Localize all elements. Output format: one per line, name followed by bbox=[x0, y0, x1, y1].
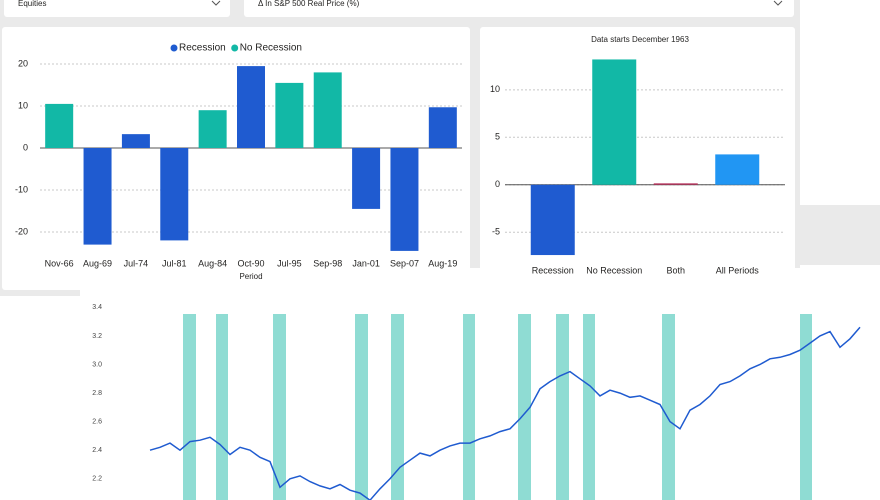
background bbox=[800, 205, 880, 265]
y-tick-label: 2.4 bbox=[92, 447, 102, 454]
bar bbox=[653, 183, 698, 185]
y-tick-label: 0 bbox=[23, 142, 28, 152]
x-tick-label: Nov-66 bbox=[45, 258, 74, 268]
dropdown-text: Δ In S&P 500 Real Price (%) bbox=[258, 0, 360, 8]
y-tick-label: 20 bbox=[18, 58, 28, 68]
x-tick-label: Jul-81 bbox=[162, 258, 187, 268]
x-tick-label: Jul-74 bbox=[124, 258, 149, 268]
chevron bbox=[773, 0, 783, 6]
y-tick-label: 3.0 bbox=[92, 361, 102, 368]
recession-band bbox=[183, 314, 196, 500]
chart-title: Data starts December 1963 bbox=[591, 35, 689, 44]
y-tick-label: 2.2 bbox=[92, 476, 102, 483]
x-tick-label: Aug-69 bbox=[83, 258, 112, 268]
x-tick-label: Oct-90 bbox=[237, 258, 264, 268]
bar bbox=[83, 148, 112, 245]
y-tick-label: -5 bbox=[492, 227, 500, 237]
y-tick-label: 10 bbox=[18, 100, 28, 110]
bar bbox=[352, 148, 381, 209]
recession-band bbox=[273, 314, 286, 500]
y-tick-label: 3.2 bbox=[92, 333, 102, 340]
x-tick-label: Both bbox=[666, 265, 685, 275]
bar bbox=[715, 154, 760, 185]
legend-label: No Recession bbox=[240, 43, 302, 54]
dropdown[interactable] bbox=[244, 0, 794, 17]
x-tick-label: Jul-95 bbox=[277, 258, 302, 268]
bar bbox=[313, 72, 342, 148]
bar bbox=[198, 110, 227, 148]
y-tick-label: -10 bbox=[15, 184, 28, 194]
x-tick-label: Jan-01 bbox=[352, 258, 380, 268]
bar bbox=[275, 82, 304, 148]
y-tick-label: 10 bbox=[490, 84, 500, 94]
panel bbox=[2, 27, 470, 290]
x-axis-label: Period bbox=[239, 272, 262, 281]
recession-band bbox=[216, 314, 228, 500]
legend-marker bbox=[170, 44, 178, 52]
dropdown-text: Equities bbox=[18, 0, 46, 8]
bar bbox=[592, 59, 637, 185]
x-tick-label: Aug-84 bbox=[198, 258, 227, 268]
recession-band bbox=[556, 314, 569, 500]
bar bbox=[45, 103, 74, 148]
bar bbox=[237, 66, 265, 148]
bar bbox=[530, 184, 575, 256]
recession-band bbox=[518, 314, 531, 500]
x-tick-label: All Periods bbox=[716, 265, 760, 275]
dropdown[interactable] bbox=[4, 0, 230, 17]
price-line bbox=[149, 326, 861, 500]
y-tick-label: 3.4 bbox=[92, 304, 102, 311]
x-tick-label: Sep-07 bbox=[390, 258, 419, 268]
y-tick-label: 2.8 bbox=[92, 390, 102, 397]
y-tick-label: 2.6 bbox=[92, 418, 102, 425]
panel bbox=[80, 268, 880, 500]
bar bbox=[160, 148, 189, 241]
x-tick-label: No Recession bbox=[586, 265, 642, 275]
y-tick-label: -20 bbox=[15, 226, 28, 236]
chevron bbox=[211, 0, 221, 6]
bar bbox=[390, 148, 419, 251]
recession-band bbox=[583, 314, 595, 500]
x-tick-label: Recession bbox=[532, 265, 574, 275]
recession-band bbox=[391, 314, 404, 500]
x-tick-label: Sep-98 bbox=[313, 258, 342, 268]
legend-label: Recession bbox=[179, 43, 226, 54]
recession-band bbox=[463, 314, 475, 500]
recession-band bbox=[662, 314, 675, 500]
bar bbox=[428, 107, 457, 148]
x-tick-label: Aug-19 bbox=[428, 258, 457, 268]
y-tick-label: 0 bbox=[495, 179, 500, 189]
recession-band bbox=[355, 314, 368, 500]
y-tick-label: 5 bbox=[495, 132, 500, 142]
legend-marker bbox=[231, 44, 239, 52]
bar bbox=[121, 134, 150, 148]
recession-band bbox=[800, 314, 812, 500]
